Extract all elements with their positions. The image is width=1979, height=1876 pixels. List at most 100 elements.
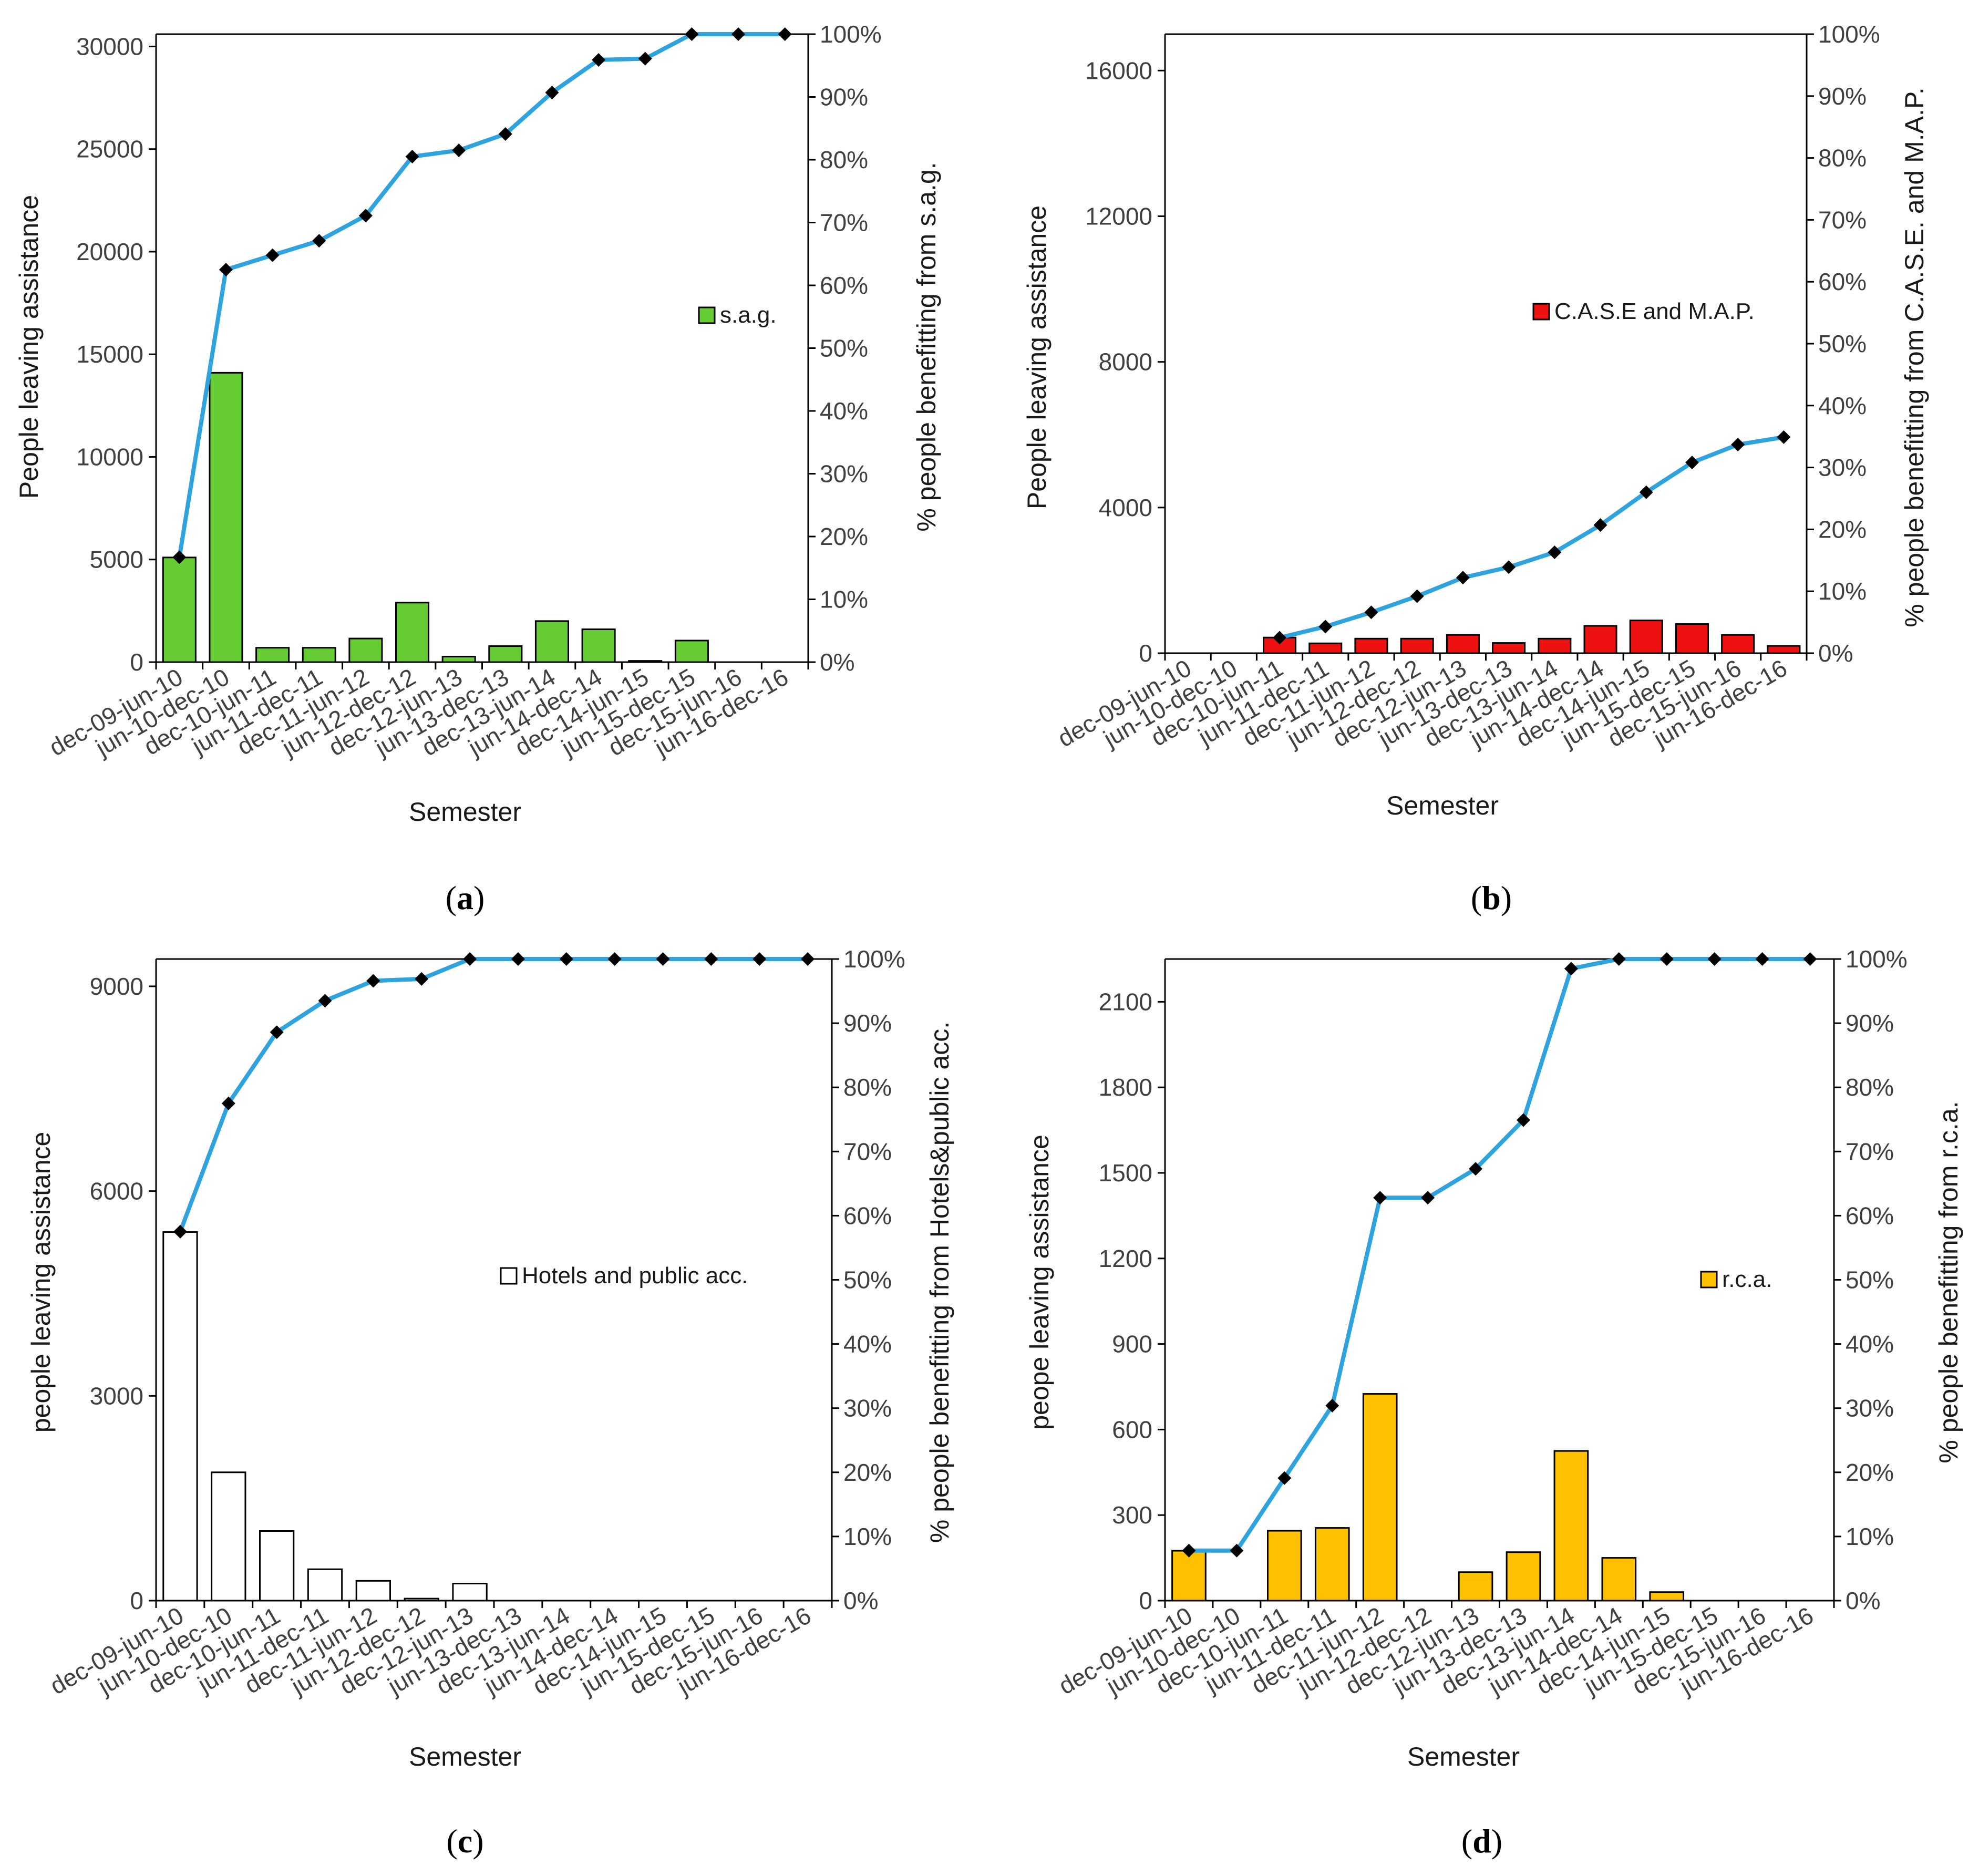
caption-c: (c) [446,1822,483,1860]
chart-a-line-point [778,27,792,41]
chart-d-line-point [1469,1162,1483,1176]
chart-d-legend-label: r.c.a. [1722,1266,1772,1292]
chart-b-line-point [1548,545,1562,559]
chart-c-line-point [463,952,477,966]
chart-b-y2tick-label: 60% [1818,268,1867,295]
chart-b-line-point [1685,456,1699,470]
panel-a: 0 5000 10000 15000 20000 25000 30000 0% 10% 20% 30… [14,20,941,916]
chart-d-y2tick-label: 0% [1846,1587,1880,1614]
chart-d-line-point [1182,1543,1196,1558]
chart-b-y2tick-label: 80% [1818,145,1867,172]
chart-c-ytick-label: 6000 [90,1178,143,1205]
chart-b-line-point [1273,631,1287,645]
chart-a-ytick-label: 30000 [76,33,143,60]
chart-a-legend-label: s.a.g. [720,302,777,328]
chart-c-line-point [366,974,380,988]
chart-b-bar [1400,637,1434,654]
chart-d-cumulative-line [1189,957,1810,1553]
chart-d-y2tick-label: 80% [1846,1074,1894,1101]
chart-a-line-point [498,127,512,141]
chart-d-y2tick-label: 20% [1846,1459,1894,1486]
chart-a-line-point [265,248,280,262]
chart-b-ytick-label: 12000 [1085,202,1152,230]
chart-b-cumulative-line [1279,435,1785,640]
chart-d-y2tick-label: 50% [1846,1266,1894,1294]
chart-c-y2tick-label: 10% [843,1523,892,1550]
chart-a-y2tick-label: 40% [820,397,868,425]
chart-a-ytick-label: 25000 [76,136,143,163]
chart-c-line-point [801,952,815,966]
caption-c-letter: c [458,1822,472,1860]
panel-b: 0 4000 8000 12000 16000 0% 10% 20% 30% 40% 50% 60% 7… [1022,20,1929,916]
chart-a-y2tick-label: 50% [820,335,868,362]
chart-d-xticks: dec-09-jun-10jun-10-dec-10dec-10-jun-11j… [1054,1602,1818,1700]
chart-c-line-point [221,1096,235,1110]
chart-a-line-point [405,150,419,164]
chart-d-line-point [1373,1191,1387,1205]
chart-c-bar [307,1568,343,1602]
chart-a-y2tick-label: 80% [820,146,868,173]
chart-a-y2tick-label: 60% [820,272,868,299]
chart-c-y2tick-label: 70% [843,1138,892,1165]
chart-d-line-point [1612,952,1626,966]
chart-c-line-point [511,952,525,966]
chart-c-plot: 0 3000 6000 9000 0% 10% 20% 30% 40% 50% 60% 70% 80% 9… [90,945,905,1614]
chart-d-line-point [1277,1471,1292,1485]
chart-c-cumulative-line [178,957,808,1233]
caption-a: (a) [446,879,485,916]
chart-d-line-point [1230,1543,1244,1558]
chart-a-bar [255,647,290,663]
chart-d-line-point [1421,1191,1435,1205]
chart-a-ytick-label: 15000 [76,341,143,368]
chart-c-y2tick-label: 80% [843,1074,892,1101]
chart-b-bar [1629,620,1663,654]
chart-b-line-point [1318,620,1333,634]
chart-b-y2tick-label: 10% [1818,578,1867,605]
chart-c-line-point [753,952,767,966]
chart-a-cumulative-line [177,32,785,558]
chart-b-bar [1446,634,1480,654]
chart-b-y2tick-label: 40% [1818,392,1867,419]
chart-b-xlabel: Semester [1386,791,1499,820]
chart-d-line-point [1755,952,1769,966]
chart-b-bar [1308,642,1343,654]
caption-d: (d) [1461,1822,1502,1860]
chart-b-line-point [1456,571,1470,585]
chart-a-y2label: % people benefitting from s.a.g. [912,162,941,531]
chart-a-plot: 0 5000 10000 15000 20000 25000 30000 0% 10% 20% 30… [76,20,882,676]
chart-a-bar [348,637,383,663]
chart-d-bar [1649,1591,1685,1602]
chart-b-bar [1583,625,1617,654]
chart-d-bar [1266,1530,1302,1602]
chart-b-legend-swatch [1532,303,1550,321]
chart-d-line-point [1803,952,1817,966]
chart-a-y2tick-label: 90% [820,84,868,111]
chart-c-ytick-label: 0 [130,1587,143,1614]
chart-a-legend-swatch [698,306,716,324]
chart-d-line-point [1516,1113,1530,1127]
chart-a-y2tick-label: 10% [820,586,868,613]
chart-b-y2tick-label: 20% [1818,516,1867,543]
chart-d-bar [1171,1550,1207,1602]
caption-b-letter: b [1482,879,1501,916]
chart-b-line-point [1593,518,1607,532]
chart-a-xlabel: Semester [409,797,521,827]
chart-d-ytick-label: 300 [1112,1501,1152,1529]
chart-b-line-point [1731,438,1745,452]
chart-a-bar [302,647,336,663]
caption-d-letter: d [1472,1822,1491,1860]
chart-a-bar [395,602,430,663]
chart-b-line-point [1777,430,1791,444]
chart-c-y2label: % people benefitting from Hotels&public … [925,1022,954,1543]
chart-d-line-point [1660,952,1674,966]
chart-d-plot: 0 300 600 900 1200 1500 1800 2100 0% 10% 20% 30% 40%… [1099,945,1908,1614]
chart-b-line-point [1410,589,1424,603]
chart-d-line-point [1564,962,1578,976]
chart-a-ytick-label: 20000 [76,238,143,265]
chart-c-legend-label: Hotels and public acc. [522,1263,748,1289]
chart-b-ytick-label: 8000 [1099,348,1152,376]
chart-b-y2tick-label: 30% [1818,454,1867,481]
chart-a-line-point [592,53,606,67]
chart-c-xticks: dec-09-jun-10jun-10-dec-10dec-10-jun-11j… [45,1602,816,1700]
